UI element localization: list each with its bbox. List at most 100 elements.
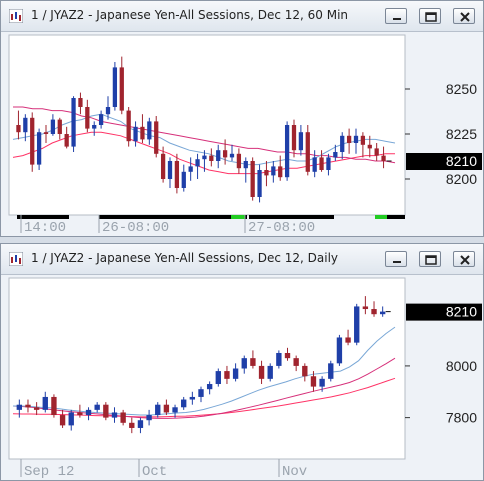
candle[interactable]	[319, 150, 324, 172]
candle[interactable]	[105, 96, 111, 120]
candle[interactable]	[112, 62, 118, 111]
candle[interactable]	[224, 365, 230, 385]
restore-button[interactable]	[419, 8, 441, 24]
candle[interactable]	[129, 417, 135, 434]
candle[interactable]	[85, 407, 92, 421]
candle[interactable]	[155, 402, 161, 418]
candle[interactable]	[222, 139, 228, 165]
candle[interactable]	[202, 150, 207, 172]
candle[interactable]	[146, 409, 152, 426]
candle[interactable]	[250, 157, 255, 201]
candle[interactable]	[326, 153, 331, 176]
candle[interactable]	[271, 161, 276, 183]
candle[interactable]	[360, 132, 366, 158]
candle[interactable]	[16, 399, 23, 418]
candle[interactable]	[232, 363, 239, 382]
candle[interactable]	[216, 144, 221, 169]
candle[interactable]	[137, 417, 144, 434]
candle[interactable]	[346, 128, 352, 154]
candle[interactable]	[291, 119, 297, 158]
candle[interactable]	[174, 153, 180, 194]
window-titlebar[interactable]: 1 / JYAZ2 - Japanese Yen-All Sessions, D…	[1, 1, 483, 32]
candle[interactable]	[284, 347, 291, 361]
candle[interactable]	[257, 164, 262, 203]
candle[interactable]	[36, 128, 42, 170]
candle[interactable]	[189, 391, 196, 405]
candle[interactable]	[206, 381, 213, 395]
candle[interactable]	[345, 329, 351, 346]
candle[interactable]	[126, 107, 131, 147]
candle[interactable]	[305, 125, 310, 176]
close-button[interactable]	[453, 8, 475, 24]
candle[interactable]	[154, 116, 159, 158]
window-titlebar[interactable]: 1 / JYAZ2 - Japanese Yen-All Sessions, D…	[1, 244, 483, 275]
candle[interactable]	[119, 56, 124, 115]
candle[interactable]	[312, 150, 317, 178]
candle[interactable]	[68, 409, 74, 431]
candle[interactable]	[133, 121, 138, 147]
candle[interactable]	[23, 114, 28, 142]
candle[interactable]	[172, 404, 178, 418]
candle[interactable]	[362, 296, 369, 315]
candle[interactable]	[264, 161, 269, 187]
candle[interactable]	[120, 409, 126, 426]
candle[interactable]	[353, 128, 359, 154]
candle[interactable]	[33, 402, 40, 416]
candle[interactable]	[198, 386, 204, 403]
candle[interactable]	[92, 121, 97, 136]
candle[interactable]	[94, 402, 100, 413]
candle[interactable]	[328, 360, 334, 382]
candle[interactable]	[163, 399, 170, 416]
chart-window-daily[interactable]: 1 / JYAZ2 - Japanese Yen-All Sessions, D…	[0, 243, 484, 481]
candle[interactable]	[284, 121, 290, 181]
candle[interactable]	[195, 153, 200, 179]
candle[interactable]	[147, 117, 152, 145]
candle[interactable]	[160, 146, 166, 183]
candle[interactable]	[43, 125, 49, 143]
candle[interactable]	[140, 114, 145, 143]
candle[interactable]	[50, 114, 56, 136]
close-button[interactable]	[453, 251, 475, 267]
candle[interactable]	[241, 355, 247, 374]
minimize-button[interactable]	[385, 251, 407, 267]
candle[interactable]	[30, 112, 35, 172]
candle[interactable]	[298, 125, 304, 156]
candle[interactable]	[374, 143, 379, 161]
candle[interactable]	[57, 117, 62, 140]
candle[interactable]	[188, 157, 193, 181]
candle[interactable]	[236, 148, 242, 174]
candle[interactable]	[215, 368, 221, 387]
candle[interactable]	[371, 301, 377, 317]
candle[interactable]	[333, 144, 338, 161]
candle[interactable]	[42, 391, 48, 413]
restore-button[interactable]	[419, 251, 441, 267]
candle[interactable]	[293, 355, 299, 372]
minimize-button[interactable]	[385, 8, 407, 24]
price-chart-60min[interactable]: 8200 8225 8250 14:00 26-08:00 27-08:00 8210	[1, 31, 483, 236]
candle[interactable]	[276, 350, 282, 369]
candle[interactable]	[181, 164, 186, 192]
candle[interactable]	[167, 157, 173, 188]
candle[interactable]	[229, 144, 235, 161]
candle[interactable]	[243, 157, 248, 183]
candle[interactable]	[85, 99, 90, 133]
price-chart-daily[interactable]: 7800 8000 Sep 12 Oct Nov 8210	[1, 274, 483, 480]
candle[interactable]	[25, 399, 31, 413]
candle[interactable]	[379, 306, 386, 317]
candle[interactable]	[16, 110, 21, 140]
candle[interactable]	[336, 334, 343, 366]
candle[interactable]	[278, 155, 283, 181]
candle[interactable]	[354, 303, 360, 346]
candle[interactable]	[98, 110, 104, 129]
candle[interactable]	[258, 360, 265, 385]
candle[interactable]	[59, 409, 66, 428]
candle[interactable]	[78, 92, 83, 115]
candle[interactable]	[267, 363, 273, 382]
chart-window-60min[interactable]: 1 / JYAZ2 - Japanese Yen-All Sessions, D…	[0, 0, 484, 237]
candle[interactable]	[319, 376, 325, 392]
candle[interactable]	[77, 404, 83, 418]
candle[interactable]	[367, 135, 372, 158]
candle[interactable]	[302, 363, 308, 382]
candle[interactable]	[71, 96, 76, 152]
candle[interactable]	[209, 148, 214, 167]
